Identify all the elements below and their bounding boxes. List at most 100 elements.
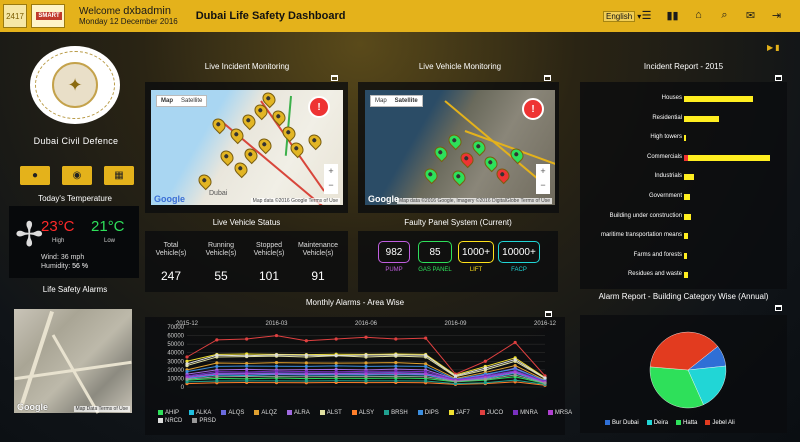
exit-icon[interactable]: ⇥ xyxy=(771,9,782,22)
data-point[interactable] xyxy=(394,374,398,378)
data-point[interactable] xyxy=(215,379,219,383)
data-point[interactable] xyxy=(483,366,487,370)
map-tab[interactable]: Map xyxy=(375,98,387,104)
data-point[interactable] xyxy=(185,380,189,384)
data-point[interactable] xyxy=(185,355,189,359)
zoom-control[interactable]: + − xyxy=(324,164,338,194)
satellite-tab[interactable]: Satellite xyxy=(181,98,203,104)
legend-item[interactable]: AHIP xyxy=(158,410,179,416)
data-point[interactable] xyxy=(394,364,398,368)
legend-item[interactable]: Hatta xyxy=(676,420,697,426)
data-point[interactable] xyxy=(304,375,308,379)
data-point[interactable] xyxy=(364,361,368,365)
data-point[interactable] xyxy=(364,379,368,383)
data-point[interactable] xyxy=(394,372,398,376)
legend-item[interactable]: Bur Dubai xyxy=(605,420,639,426)
legend-item[interactable]: JUCO xyxy=(479,410,503,416)
bar[interactable] xyxy=(684,115,719,122)
data-point[interactable] xyxy=(245,364,249,368)
map-attribution[interactable]: Map Data Terms of Use xyxy=(73,406,130,412)
maximize-icon[interactable] xyxy=(331,75,338,81)
data-point[interactable] xyxy=(334,361,338,365)
data-point[interactable] xyxy=(185,359,189,363)
map-attribution[interactable]: Map data ©2016 Google, Imagery ©2016 Dig… xyxy=(397,198,552,204)
data-point[interactable] xyxy=(274,360,279,365)
facp-value[interactable]: 10000+ xyxy=(498,241,540,263)
search-icon[interactable]: ⌕ xyxy=(721,8,728,21)
data-point[interactable] xyxy=(334,364,338,368)
data-point[interactable] xyxy=(513,370,517,375)
data-point[interactable] xyxy=(245,379,249,383)
data-point[interactable] xyxy=(215,361,219,365)
data-point[interactable] xyxy=(304,372,308,376)
legend-item[interactable]: BRSH xyxy=(384,410,408,416)
pie-slice[interactable] xyxy=(687,365,727,405)
data-point[interactable] xyxy=(334,367,338,372)
data-point[interactable] xyxy=(334,374,338,379)
lift-value[interactable]: 1000+ xyxy=(458,241,494,263)
data-point[interactable] xyxy=(304,364,308,369)
data-point[interactable] xyxy=(424,362,428,366)
incident-map[interactable]: ! Map Satellite + − Dubai Google Map data … xyxy=(151,90,343,205)
data-point[interactable] xyxy=(364,335,368,339)
bar[interactable] xyxy=(684,252,687,259)
legend-item[interactable]: ALKA xyxy=(189,410,211,416)
mail-icon[interactable]: ✉ xyxy=(745,9,756,22)
bar[interactable] xyxy=(684,174,694,181)
data-point[interactable] xyxy=(453,379,458,384)
bar[interactable] xyxy=(684,272,688,279)
legend-item[interactable]: Jebel Ali xyxy=(705,420,735,426)
data-point[interactable] xyxy=(394,353,398,357)
data-point[interactable] xyxy=(185,362,189,366)
building-button[interactable]: ▦ xyxy=(104,166,134,185)
bar[interactable] xyxy=(684,96,754,102)
user-button[interactable]: ● xyxy=(20,166,50,185)
data-point[interactable] xyxy=(215,364,219,369)
legend-item[interactable]: Deira xyxy=(646,420,668,426)
data-point[interactable] xyxy=(215,372,219,376)
legend-item[interactable]: MRSA xyxy=(547,410,572,416)
data-point[interactable] xyxy=(185,377,189,381)
maximize-icon[interactable] xyxy=(544,75,551,81)
data-point[interactable] xyxy=(274,369,279,373)
data-point[interactable] xyxy=(215,369,219,374)
data-point[interactable] xyxy=(274,372,279,376)
menu-icon[interactable]: ☰ xyxy=(641,9,652,22)
bar[interactable] xyxy=(684,233,688,240)
data-point[interactable] xyxy=(245,354,249,358)
data-point[interactable] xyxy=(304,339,308,343)
data-point[interactable] xyxy=(334,353,338,358)
data-point[interactable] xyxy=(274,353,279,357)
data-point[interactable] xyxy=(513,363,517,368)
data-point[interactable] xyxy=(304,369,308,374)
data-point[interactable] xyxy=(274,333,279,338)
data-point[interactable] xyxy=(364,375,368,379)
data-point[interactable] xyxy=(245,372,249,376)
alert-marker[interactable]: ! xyxy=(522,98,544,120)
data-point[interactable] xyxy=(424,369,428,374)
maximize-icon[interactable] xyxy=(775,305,782,311)
legend-item[interactable]: JAF7 xyxy=(448,410,470,416)
legend-item[interactable]: DIPS xyxy=(417,410,439,416)
legend-item[interactable]: ALQS xyxy=(221,410,244,416)
bar[interactable] xyxy=(684,154,771,161)
data-point[interactable] xyxy=(274,379,279,383)
bar-chart-icon[interactable]: ▮▮ xyxy=(666,9,679,22)
data-point[interactable] xyxy=(483,377,487,381)
data-point[interactable] xyxy=(424,379,428,383)
data-point[interactable] xyxy=(215,353,219,357)
data-point[interactable] xyxy=(185,369,189,374)
data-point[interactable] xyxy=(215,375,219,379)
bar[interactable] xyxy=(684,213,691,220)
data-point[interactable] xyxy=(513,378,517,382)
data-point[interactable] xyxy=(304,379,308,383)
data-point[interactable] xyxy=(453,374,458,378)
language-select[interactable]: English ▾ xyxy=(603,11,641,22)
data-point[interactable] xyxy=(394,379,398,383)
legend-item[interactable]: NRCD xyxy=(158,418,182,424)
map-tab[interactable]: Map xyxy=(161,98,173,104)
playback-controls[interactable]: ▶▮ xyxy=(767,43,782,52)
data-point[interactable] xyxy=(364,369,368,373)
bar[interactable] xyxy=(684,135,686,142)
legend-item[interactable]: MNRA xyxy=(513,410,538,416)
